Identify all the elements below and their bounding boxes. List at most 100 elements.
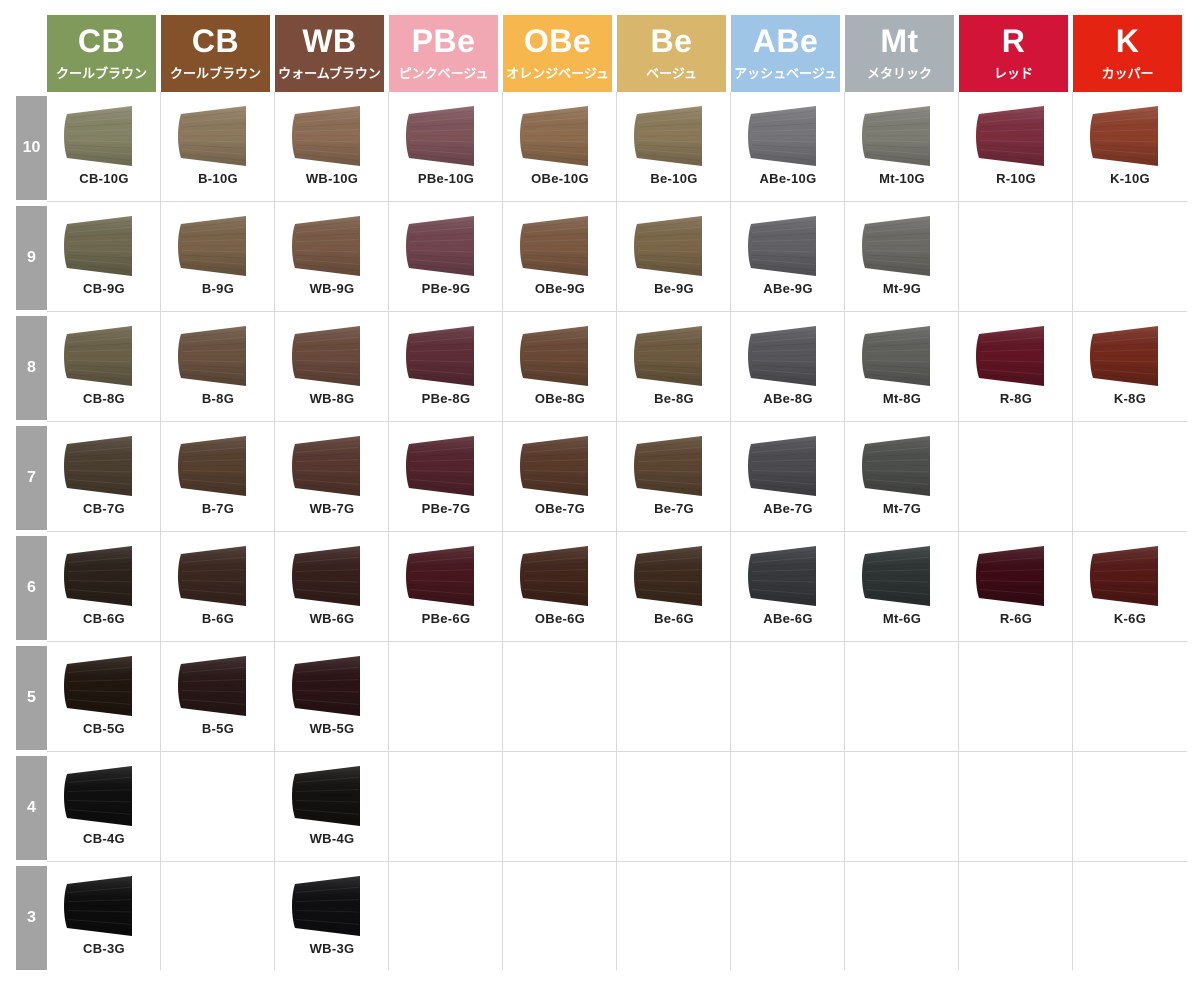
swatch-be-9g: Be-9G [617,202,731,312]
swatch-k-8g: K-8G [1073,312,1187,422]
swatch-label: Mt-6G [882,611,922,626]
swatch-label: WB-3G [309,941,355,956]
swatch-label: ABe-8G [763,391,813,406]
swatch-wb-10g: WB-10G [275,92,389,202]
column-japanese-name: メタリック [866,66,932,81]
swatch-label: CB-10G [79,171,129,186]
column-header-cb: CB クールブラウン [161,15,270,92]
swatch-grid: CB-10G B-10G WB-10G PBe-10G OBe-10G Be-10G ABe… [47,92,1187,970]
swatch-label: ABe-9G [763,281,813,296]
hair-swatch-icon [292,656,360,716]
swatch-label: ABe-7G [763,501,813,516]
swatch-b-5g: B-5G [161,642,275,752]
column-header-abe: ABe アッシュベージュ [731,15,840,92]
swatch-obe-10g: OBe-10G [503,92,617,202]
row-divider [47,531,1187,532]
swatch-abe-9g: ABe-9G [731,202,845,312]
swatch-label: CB-7G [83,501,125,516]
column-headers: CB クールブラウン CB クールブラウン WB ウォームブラウン PBe ピンクベージュ OB… [47,15,1187,92]
swatch-obe-7g: OBe-7G [503,422,617,532]
hair-swatch-icon [406,546,474,606]
hair-swatch-icon [292,216,360,276]
swatch-be-10g: Be-10G [617,92,731,202]
hair-swatch-icon [520,106,588,166]
hair-swatch-icon [520,216,588,276]
swatch-label: WB-4G [309,831,355,846]
hair-swatch-icon [520,326,588,386]
swatch-wb-7g: WB-7G [275,422,389,532]
hair-swatch-icon [406,106,474,166]
hair-swatch-icon [406,326,474,386]
hair-swatch-icon [1090,326,1158,386]
hair-swatch-icon [634,106,702,166]
swatch-b-7g: B-7G [161,422,275,532]
hair-swatch-icon [64,876,132,936]
swatch-label: B-6G [201,611,235,626]
hair-swatch-icon [520,436,588,496]
swatch-b-8g: B-8G [161,312,275,422]
swatch-label: Be-6G [654,611,694,626]
swatch-label: B-9G [201,281,235,296]
column-code: K [1115,23,1140,59]
column-japanese-name: ウォームブラウン [278,66,381,81]
column-japanese-name: ピンクベージュ [398,66,489,81]
swatch-r-8g: R-8G [959,312,1073,422]
hair-swatch-icon [634,546,702,606]
column-header-k: K カッパー [1073,15,1182,92]
swatch-label: Mt-7G [882,501,922,516]
row-divider [47,311,1187,312]
row-divider [47,421,1187,422]
row-divider [47,751,1187,752]
swatch-label: PBe-8G [421,391,471,406]
swatch-label: R-6G [999,611,1033,626]
level-label-5: 5 [16,646,47,750]
swatch-b-6g: B-6G [161,532,275,642]
swatch-k-6g: K-6G [1073,532,1187,642]
swatch-label: WB-6G [309,611,355,626]
swatch-label: Be-8G [654,391,694,406]
hair-swatch-icon [178,326,246,386]
swatch-label: ABe-10G [759,171,817,186]
swatch-wb-9g: WB-9G [275,202,389,312]
column-code: CB [191,23,240,59]
swatch-label: Be-9G [654,281,694,296]
column-japanese-name: ベージュ [646,66,697,81]
swatch-be-6g: Be-6G [617,532,731,642]
swatch-label: Mt-8G [882,391,922,406]
hair-swatch-icon [292,766,360,826]
swatch-label: OBe-9G [534,281,586,296]
swatch-abe-10g: ABe-10G [731,92,845,202]
swatch-abe-7g: ABe-7G [731,422,845,532]
swatch-label: CB-9G [83,281,125,296]
swatch-cb-8g: CB-8G [47,312,161,422]
column-header-pbe: PBe ピンクベージュ [389,15,498,92]
swatch-label: OBe-8G [534,391,586,406]
swatch-obe-8g: OBe-8G [503,312,617,422]
swatch-wb-6g: WB-6G [275,532,389,642]
swatch-mt-7g: Mt-7G [845,422,959,532]
swatch-label: PBe-10G [417,171,475,186]
hair-swatch-icon [748,216,816,276]
hair-swatch-icon [862,106,930,166]
level-label-7: 7 [16,426,47,530]
swatch-label: B-8G [201,391,235,406]
level-label-3: 3 [16,866,47,970]
swatch-label: WB-9G [309,281,355,296]
swatch-label: B-10G [198,171,238,186]
swatch-label: WB-8G [309,391,355,406]
swatch-label: CB-8G [83,391,125,406]
swatch-label: WB-5G [309,721,355,736]
swatch-label: B-5G [201,721,235,736]
swatch-label: ABe-6G [763,611,813,626]
hair-swatch-icon [862,546,930,606]
swatch-obe-9g: OBe-9G [503,202,617,312]
swatch-label: CB-5G [83,721,125,736]
hair-swatch-icon [292,106,360,166]
column-japanese-name: アッシュベージュ [734,66,837,81]
hair-swatch-icon [292,876,360,936]
column-header-be: Be ベージュ [617,15,726,92]
hair-swatch-icon [634,216,702,276]
swatch-r-6g: R-6G [959,532,1073,642]
column-code: OBe [523,23,592,59]
column-code: WB [302,23,357,59]
